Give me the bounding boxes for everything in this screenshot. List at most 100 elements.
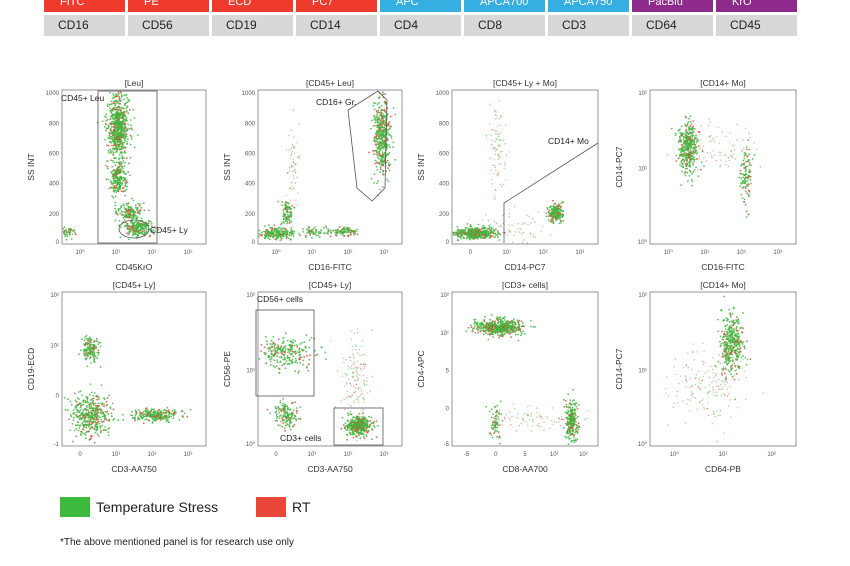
data-point xyxy=(378,152,380,155)
data-point xyxy=(282,213,285,215)
data-point xyxy=(756,148,758,151)
data-point xyxy=(691,127,693,130)
data-point xyxy=(123,219,126,221)
data-point xyxy=(309,354,311,356)
data-point xyxy=(122,418,125,421)
data-point xyxy=(293,344,296,347)
data-point xyxy=(373,153,376,156)
data-point xyxy=(278,415,281,417)
data-point xyxy=(276,355,278,358)
data-point xyxy=(132,215,135,218)
data-point xyxy=(498,157,500,159)
data-point xyxy=(347,229,350,232)
data-point xyxy=(273,345,276,348)
data-point xyxy=(141,226,144,229)
data-point xyxy=(124,152,127,154)
data-point xyxy=(130,124,132,126)
data-point xyxy=(88,420,91,423)
data-point xyxy=(308,358,311,361)
data-point xyxy=(145,407,148,409)
data-point xyxy=(118,158,120,161)
data-point xyxy=(108,420,110,422)
data-point xyxy=(132,231,134,234)
data-point xyxy=(137,222,139,225)
data-point xyxy=(71,229,74,232)
data-point xyxy=(741,187,744,189)
data-point xyxy=(302,228,304,230)
data-point xyxy=(108,134,111,137)
data-point xyxy=(378,112,381,114)
data-point xyxy=(750,164,752,167)
y-tick-label: 10¹ xyxy=(638,167,647,173)
data-point xyxy=(129,208,132,211)
data-point xyxy=(748,148,751,151)
data-point xyxy=(498,225,500,228)
data-point xyxy=(114,114,117,117)
data-point xyxy=(316,353,319,356)
data-point xyxy=(263,236,266,239)
data-point xyxy=(276,413,278,416)
data-point xyxy=(498,136,500,138)
data-point xyxy=(132,199,135,202)
data-point xyxy=(275,231,278,234)
data-point xyxy=(287,406,289,409)
data-point xyxy=(290,421,293,424)
data-point xyxy=(73,228,76,231)
data-point xyxy=(103,115,106,118)
data-point xyxy=(115,186,118,189)
data-point xyxy=(384,103,387,105)
data-point xyxy=(120,146,123,149)
data-point xyxy=(173,409,176,411)
data-point xyxy=(113,138,116,141)
data-point xyxy=(115,212,118,215)
data-point xyxy=(289,417,292,419)
data-point xyxy=(67,398,69,401)
data-point xyxy=(686,171,689,174)
data-point xyxy=(748,162,751,164)
data-point xyxy=(744,177,746,180)
data-point xyxy=(123,151,125,154)
data-point xyxy=(294,146,296,148)
data-point xyxy=(72,412,75,415)
data-point xyxy=(379,155,382,158)
data-point xyxy=(114,117,117,119)
data-point xyxy=(98,416,101,419)
data-point xyxy=(111,195,114,198)
data-point xyxy=(107,149,110,152)
data-point xyxy=(485,134,488,137)
data-point xyxy=(693,160,696,163)
data-point xyxy=(532,235,534,238)
data-point xyxy=(693,148,696,151)
data-point xyxy=(352,436,355,439)
data-point xyxy=(96,407,98,409)
data-point xyxy=(93,357,96,360)
data-point xyxy=(689,171,692,174)
data-point xyxy=(75,428,78,430)
data-point xyxy=(288,237,290,240)
data-point xyxy=(70,403,73,406)
data-point xyxy=(143,209,146,212)
data-point xyxy=(110,103,112,106)
data-point xyxy=(119,107,121,109)
data-point xyxy=(373,149,375,152)
data-point xyxy=(505,179,507,182)
data-point xyxy=(288,409,291,411)
data-point xyxy=(382,140,385,143)
data-point xyxy=(115,185,118,187)
data-point xyxy=(117,91,120,94)
data-point xyxy=(526,214,528,216)
data-point xyxy=(380,119,383,121)
data-point xyxy=(72,416,75,419)
data-point xyxy=(736,123,738,126)
data-point xyxy=(263,230,265,233)
data-point xyxy=(283,406,285,408)
data-point xyxy=(114,95,117,98)
data-point xyxy=(116,114,118,116)
data-point xyxy=(376,121,379,124)
data-point xyxy=(274,366,276,368)
data-point xyxy=(734,149,736,151)
data-point xyxy=(748,153,750,155)
data-point xyxy=(189,408,192,411)
data-point xyxy=(275,365,278,367)
data-point xyxy=(119,236,122,239)
